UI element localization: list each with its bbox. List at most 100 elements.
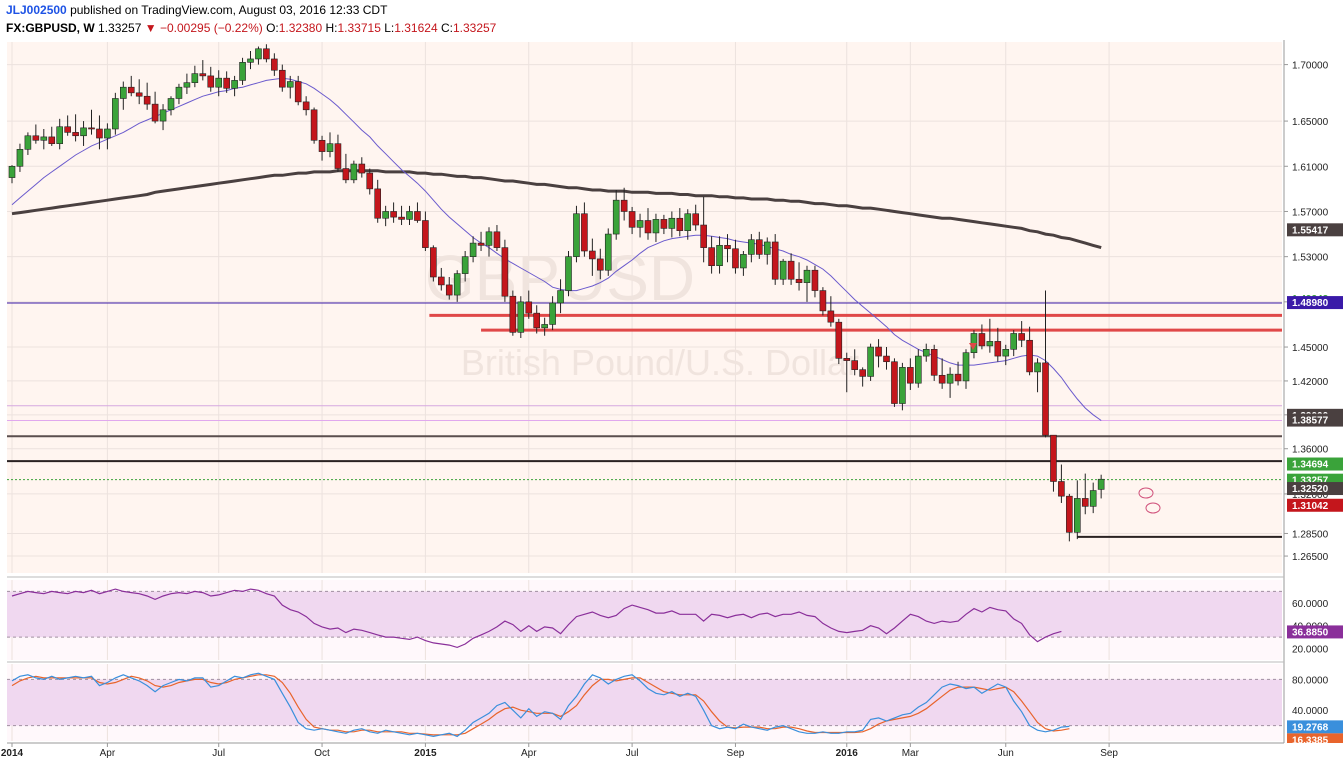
candle-body — [374, 188, 382, 219]
price-tag — [1287, 223, 1343, 237]
highlight-ellipse — [1138, 487, 1154, 499]
x-tick-label: Oct — [314, 748, 330, 759]
candle-body — [8, 165, 16, 178]
candle-body — [779, 260, 787, 280]
candle — [819, 287, 827, 316]
candle — [398, 205, 405, 226]
candle — [167, 96, 175, 116]
candle-body — [1002, 349, 1010, 357]
candle — [938, 358, 946, 389]
candle-body — [422, 220, 429, 248]
candle-body — [453, 273, 461, 296]
candle-body — [469, 242, 477, 257]
candle-body — [247, 58, 254, 63]
candle — [151, 91, 159, 124]
candle-body — [430, 247, 437, 278]
watermark-name: British Pound/U.S. Dollar — [461, 342, 859, 383]
candle — [493, 225, 501, 252]
candle-body — [1026, 339, 1033, 373]
candle-body — [930, 349, 938, 376]
candle-body — [748, 239, 755, 255]
candle — [215, 70, 222, 97]
candle — [867, 343, 874, 381]
candle-body — [183, 82, 191, 88]
candle-body — [596, 258, 604, 271]
candle — [1058, 464, 1065, 503]
candle — [978, 324, 986, 350]
price-tag-label: 1.31042 — [1292, 501, 1329, 512]
candle-body — [231, 80, 238, 89]
x-tick-label: Sep — [727, 748, 745, 759]
candle-body — [604, 233, 612, 271]
stochastic-tick-label: 40.0000 — [1292, 706, 1329, 717]
candle — [104, 123, 111, 150]
price-tag-label: 1.48980 — [1292, 298, 1329, 309]
x-tick-label: Sep — [1100, 748, 1118, 759]
candle-body — [366, 172, 374, 190]
time-axis-background — [0, 743, 1344, 767]
candle — [445, 276, 453, 300]
candle-body — [326, 143, 334, 152]
candle-body — [978, 333, 986, 347]
candle — [811, 265, 819, 298]
candle — [453, 270, 461, 302]
candle — [644, 208, 652, 240]
candle — [517, 296, 525, 339]
candle-body — [40, 136, 48, 141]
candle — [48, 126, 56, 146]
candle — [676, 208, 684, 237]
candle-body — [700, 224, 707, 248]
candle — [907, 358, 914, 390]
x-tick-label: 2015 — [414, 748, 437, 759]
y-tick-label: 1.32000 — [1292, 490, 1329, 501]
candle — [231, 75, 238, 97]
candle — [437, 267, 445, 291]
last-price: 1.33257 — [98, 21, 142, 35]
author-link[interactable]: JLJ002500 — [6, 3, 67, 17]
candle — [1074, 480, 1081, 540]
candle-body — [278, 69, 286, 88]
y-tick-label: 1.42000 — [1292, 377, 1329, 388]
candle — [1034, 358, 1041, 393]
candle — [891, 358, 898, 407]
price-change: −0.00295 (−0.22%) — [159, 21, 263, 35]
candle — [310, 107, 318, 144]
candle-body — [1074, 498, 1081, 533]
candle-body — [175, 86, 183, 99]
candle-body — [286, 81, 294, 88]
candle — [1089, 482, 1097, 514]
candle — [485, 227, 493, 257]
candle-body — [636, 220, 644, 228]
symbol-label: FX:GBPUSD, W — [6, 21, 95, 35]
candle-body — [493, 231, 501, 248]
candle — [342, 153, 350, 184]
price-tag — [1287, 457, 1343, 471]
price-tag-label: 1.34694 — [1292, 460, 1329, 471]
candle — [143, 82, 151, 110]
y-tick-label: 1.26500 — [1292, 552, 1329, 563]
candle — [1042, 290, 1049, 438]
candle — [827, 296, 835, 327]
candle-body — [96, 128, 103, 139]
candle-body — [946, 373, 954, 384]
rsi-tick-label: 20.0000 — [1292, 645, 1329, 656]
open-value: 1.32380 — [278, 21, 323, 35]
candle-body — [318, 139, 326, 152]
candle-body — [302, 101, 310, 111]
candle — [549, 296, 556, 331]
candle — [525, 290, 533, 319]
candle — [302, 96, 310, 116]
candle-body — [342, 168, 350, 181]
candle — [183, 73, 191, 94]
candle-body — [525, 301, 533, 314]
candle-body — [1058, 481, 1065, 497]
candle-body — [676, 217, 684, 231]
candle — [636, 213, 644, 238]
candle-body — [1081, 498, 1089, 507]
candle — [803, 265, 811, 302]
candle-body — [668, 217, 676, 229]
candle-body — [922, 349, 930, 357]
candle — [875, 339, 882, 368]
candle-body — [1097, 478, 1105, 490]
